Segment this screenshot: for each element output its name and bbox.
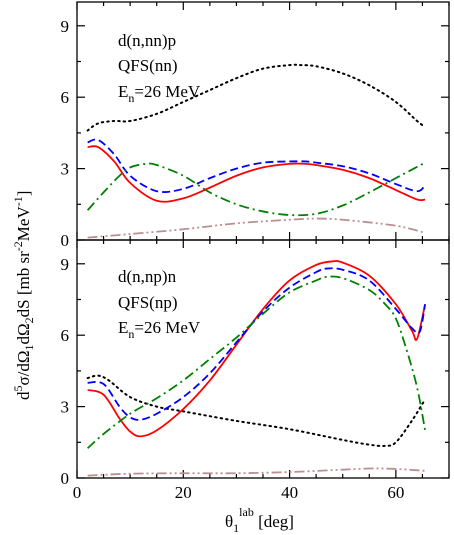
annotation-reaction-top: d(n,nn)p [118, 31, 176, 50]
curves-bottom [86, 260, 427, 477]
y-axis-label: d5σ/dΩ1dΩ2dS [mb sr-2MeV-1] [11, 191, 36, 400]
y-tick-label-top-6: 6 [61, 88, 70, 107]
y-label-sup-minus2: -2 [11, 241, 25, 251]
x-tick-label-bottom-0: 0 [73, 483, 82, 502]
x-tick-label-bottom-60: 60 [387, 483, 404, 502]
y-label-sub-1: 1 [22, 344, 36, 350]
y-label-mev: MeV [14, 206, 33, 242]
annotation-energy-value-bottom: =26 MeV [134, 318, 200, 337]
series-line-bottom-solid [87, 260, 426, 438]
annotation-energy-bottom: En=26 MeV [118, 318, 201, 341]
y-label-sub-2: 2 [22, 317, 36, 323]
series-line-bottom-dash-dot-dot [87, 467, 426, 477]
x-axis-label-unit: [deg] [254, 512, 294, 531]
series-line-top-dash-dot [86, 161, 426, 217]
annotation-qfs-top: QFS(nn) [118, 56, 178, 75]
y-tick-label-top-3: 3 [61, 160, 70, 179]
y-tick-label-bottom-9: 9 [61, 255, 70, 274]
annotation-reaction-bottom: d(n,np)n [118, 267, 177, 286]
y-tick-label-top-0: 0 [61, 231, 70, 250]
series-line-bottom-dashed [87, 267, 426, 421]
series-line-bottom-dash-dot [87, 275, 426, 449]
annotation-energy-subscript-bottom: n [128, 327, 134, 341]
ticks-bottom: 0 20 40 60 0 3 6 9 [61, 240, 450, 502]
annotation-energy-value-top: =26 MeV [134, 82, 200, 101]
y-label-sup-minus1: -1 [11, 196, 25, 206]
y-tick-label-bottom-3: 3 [61, 398, 70, 417]
x-axis-label: θ1lab [deg] [225, 505, 294, 535]
y-label-d: d [14, 391, 33, 400]
annotation-energy-subscript-top: n [128, 91, 134, 105]
y-label-close-bracket: ] [14, 191, 33, 197]
x-axis-label-superscript: lab [239, 505, 254, 519]
y-tick-label-top-9: 9 [61, 17, 70, 36]
series-line-bottom-dotted [86, 374, 427, 447]
x-tick-label-bottom-20: 20 [175, 483, 192, 502]
curves-top [86, 63, 427, 239]
annotation-qfs-bottom: QFS(np) [118, 293, 178, 312]
y-label-omega2: dΩ [14, 323, 33, 344]
y-label-sup-5: 5 [11, 386, 25, 392]
ticks-top: 0 3 6 9 [61, 2, 450, 250]
panel-bottom: 0 20 40 60 0 3 6 9 d(n,np)n QFS(np) En=26 MeV [61, 239, 450, 502]
annotation-energy-symbol-top: E [118, 82, 128, 101]
y-tick-label-bottom-6: 6 [61, 326, 70, 345]
panel-top: 0 3 6 9 d(n,nn)p QFS(nn) En=26 MeV [61, 1, 450, 250]
series-line-top-dash-dot-dot [87, 217, 426, 239]
y-label-sigma-omega1: σ/dΩ [14, 350, 33, 385]
y-label-ds-units: dS [mb sr [14, 251, 33, 317]
y-tick-label-bottom-0: 0 [61, 469, 70, 488]
annotation-energy-top: En=26 MeV [118, 82, 201, 105]
x-axis-label-symbol: θ [225, 512, 233, 531]
x-axis-label-subscript: 1 [233, 521, 239, 535]
series-line-top-dotted [86, 63, 427, 132]
annotation-energy-symbol-bottom: E [118, 318, 128, 337]
series-line-top-solid [87, 145, 426, 203]
x-tick-label-bottom-40: 40 [281, 483, 298, 502]
